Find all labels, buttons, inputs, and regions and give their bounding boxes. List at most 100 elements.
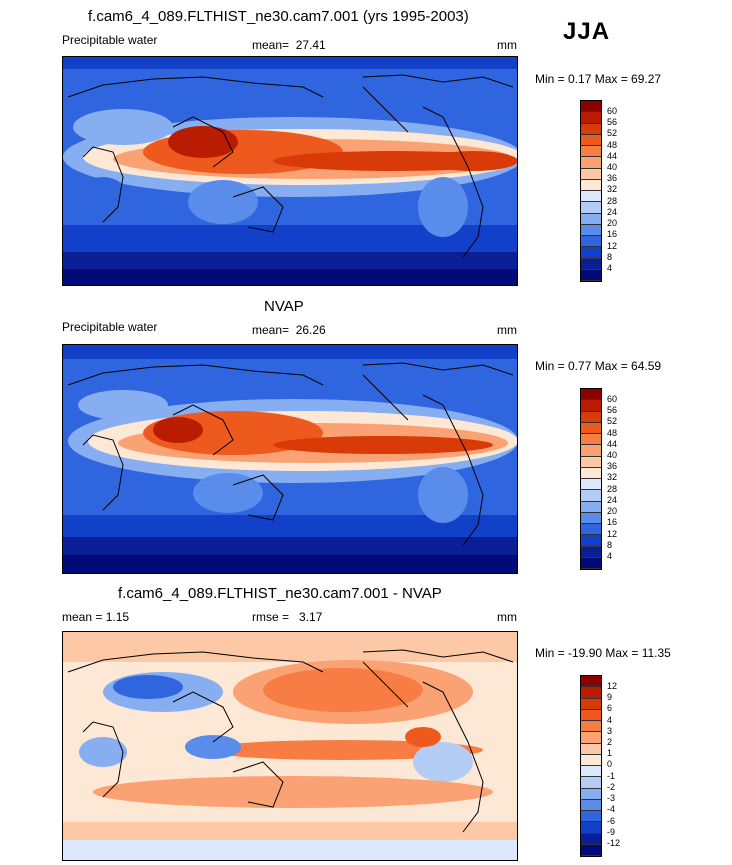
panel1-map-field	[63, 57, 517, 285]
panel1-colorbar-tick: 24	[607, 207, 618, 217]
panel2-swatch	[581, 490, 601, 502]
panel3-colorbar-tick: -2	[607, 782, 616, 792]
panel1-swatch	[581, 112, 601, 124]
panel2-map-field	[63, 345, 517, 573]
panel1-colorbar-tick: 28	[607, 196, 618, 206]
panel1-variable-label: Precipitable water	[62, 33, 158, 47]
panel3-units: mm	[497, 610, 517, 624]
panel1-swatch	[581, 191, 601, 203]
panel3-colorbar-tick: -4	[607, 804, 616, 814]
panel1-swatch	[581, 134, 601, 146]
panel1-swatch	[581, 224, 601, 236]
panel1-swatch	[581, 123, 601, 135]
panel2-swatch	[581, 411, 601, 423]
panel3-swatch	[581, 732, 601, 744]
panel3-colorbar-tick: 1	[607, 748, 613, 758]
panel1-swatch	[581, 258, 601, 270]
panel2-variable-label: Precipitable water	[62, 320, 158, 334]
panel2-colorbar-tick: 60	[607, 394, 618, 404]
panel1-swatch	[581, 202, 601, 214]
panel3-minmax: Min = -19.90 Max = 11.35	[535, 646, 671, 660]
panel2-units: mm	[497, 323, 517, 337]
panel2-swatch	[581, 535, 601, 547]
panel2-mean-label: mean= 26.26	[252, 323, 326, 337]
panel3-swatch	[581, 676, 601, 688]
panel3-swatch	[581, 687, 601, 699]
panel1-map	[62, 56, 518, 286]
panel3-swatch	[581, 709, 601, 721]
panel2-minmax: Min = 0.77 Max = 64.59	[535, 359, 662, 373]
panel3-colorbar-tick: 0	[607, 759, 613, 769]
panel3-map-field	[63, 632, 517, 860]
panel3-swatch	[581, 788, 601, 800]
panel2-swatch	[581, 389, 601, 401]
panel3-colorbar	[580, 675, 602, 857]
panel1-colorbar-tick: 20	[607, 218, 618, 228]
panel3-colorbar-tick: 3	[607, 726, 613, 736]
panel2-stat-value: 26.26	[295, 323, 326, 337]
panel3-colorbar-tick: -9	[607, 827, 616, 837]
panel2-swatch	[581, 501, 601, 513]
panel1-swatch	[581, 179, 601, 191]
main-title: f.cam6_4_089.FLTHIST_ne30.cam7.001 (yrs …	[88, 8, 469, 25]
panel1-minmax: Min = 0.17 Max = 69.27	[535, 72, 662, 86]
panel2-colorbar-tick: 48	[607, 428, 618, 438]
panel2-swatch	[581, 512, 601, 524]
panel2-swatch	[581, 456, 601, 468]
panel1-colorbar	[580, 100, 602, 282]
panel3-swatch	[581, 698, 601, 710]
panel1-colorbar-tick: 4	[607, 263, 613, 273]
panel3-swatch	[581, 799, 601, 811]
panel2-colorbar-tick: 16	[607, 517, 618, 527]
panel3-map	[62, 631, 518, 861]
panel2-colorbar-tick: 12	[607, 529, 618, 539]
panel3-colorbar-tick: 4	[607, 715, 613, 725]
panel1-swatch	[581, 146, 601, 158]
panel1-swatch	[581, 247, 601, 259]
panel3-colorbar-tick: -1	[607, 771, 616, 781]
panel2-swatch	[581, 479, 601, 491]
panel2-colorbar-tick: 40	[607, 450, 618, 460]
panel3-colorbar-tick: -6	[607, 816, 616, 826]
panel1-colorbar-tick: 48	[607, 140, 618, 150]
panel2-colorbar-tick: 36	[607, 461, 618, 471]
panel1-colorbar-tick: 36	[607, 173, 618, 183]
season-label: JJA	[563, 18, 611, 45]
panel3-colorbar-tick: 6	[607, 703, 613, 713]
panel3-swatch	[581, 777, 601, 789]
panel1-swatch	[581, 269, 601, 281]
panel1-stat-value: 27.41	[295, 38, 326, 52]
panel3-stat-value: 3.17	[299, 610, 323, 624]
panel1-colorbar-tick: 12	[607, 241, 618, 251]
panel3-swatch	[581, 754, 601, 766]
panel3-swatch	[581, 833, 601, 845]
panel2-colorbar-tick: 44	[607, 439, 618, 449]
panel1-swatch	[581, 157, 601, 169]
panel3-colorbar-tick: -12	[607, 838, 621, 848]
panel2-title: NVAP	[264, 298, 304, 315]
panel3-swatch	[581, 766, 601, 778]
panel1-stat-label: mean=	[252, 38, 290, 52]
panel2-stat-label: mean=	[252, 323, 290, 337]
panel3-swatch	[581, 811, 601, 823]
panel1-colorbar-tick: 8	[607, 252, 613, 262]
panel2-colorbar-tick: 24	[607, 495, 618, 505]
panel2-colorbar	[580, 388, 602, 570]
panel2-colorbar-tick: 56	[607, 405, 618, 415]
panel3-colorbar-tick: 2	[607, 737, 613, 747]
panel3-rmse-label: rmse = 3.17	[252, 610, 322, 624]
panel2-colorbar-tick: 20	[607, 506, 618, 516]
panel3-stat-label: rmse =	[252, 610, 290, 624]
panel3-swatch	[581, 743, 601, 755]
panel2-colorbar-tick: 4	[607, 551, 613, 561]
panel3-swatch	[581, 721, 601, 733]
panel3-colorbar-tick: 12	[607, 681, 618, 691]
panel1-swatch	[581, 236, 601, 248]
panel1-swatch	[581, 168, 601, 180]
panel1-colorbar-tick: 40	[607, 162, 618, 172]
panel2-colorbar-tick: 32	[607, 472, 618, 482]
panel2-swatch	[581, 557, 601, 569]
panel1-colorbar-tick: 16	[607, 229, 618, 239]
panel2-swatch	[581, 400, 601, 412]
panel2-colorbar-tick: 8	[607, 540, 613, 550]
